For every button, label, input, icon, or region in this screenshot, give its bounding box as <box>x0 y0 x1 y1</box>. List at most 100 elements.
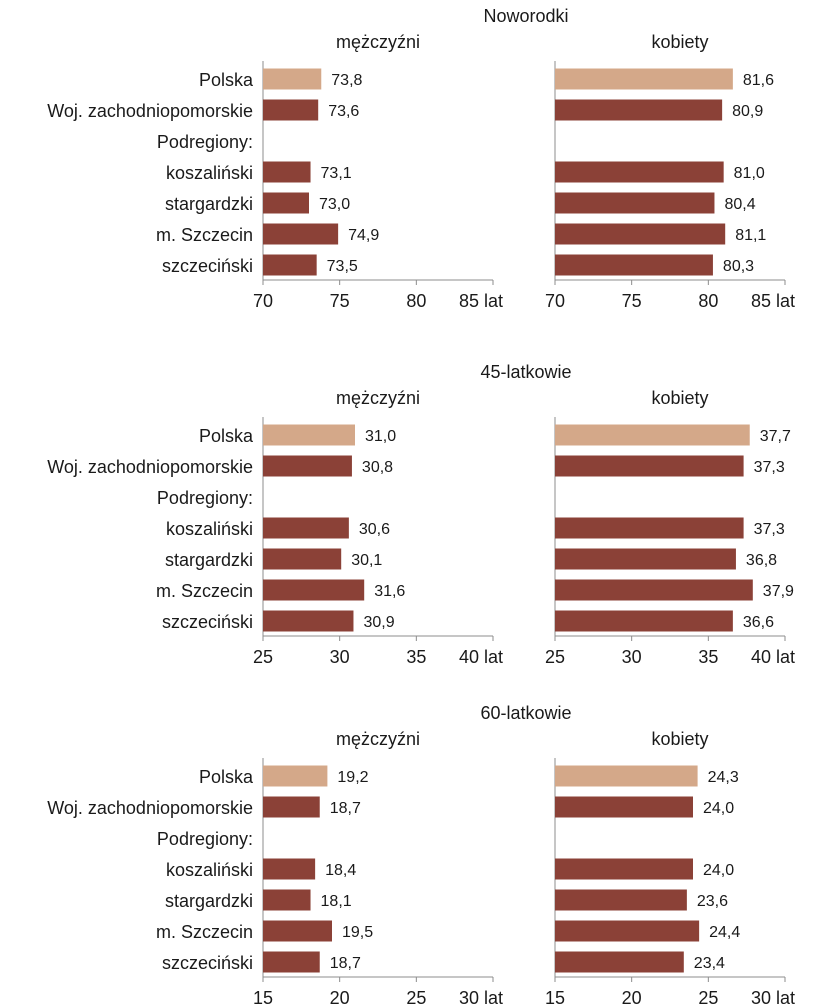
bar-value-label: 74,9 <box>348 227 379 244</box>
bar <box>263 920 332 942</box>
category-label: Podregiony: <box>157 132 253 152</box>
bar-value-label: 23,6 <box>697 893 728 910</box>
x-tick-label: 80 <box>698 291 718 311</box>
x-tick-label: 15 <box>545 988 565 1008</box>
bar <box>555 455 744 477</box>
category-label: Woj. zachodniopomorskie <box>47 101 253 121</box>
bar-value-label: 37,7 <box>760 428 791 445</box>
bar <box>555 796 693 818</box>
bar-value-label: 80,4 <box>724 196 755 213</box>
x-tick-label: 35 <box>406 647 426 667</box>
bar <box>555 858 693 880</box>
bar <box>263 424 355 446</box>
category-label: m. Szczecin <box>156 922 253 942</box>
panel-title: mężczyźni <box>336 388 420 408</box>
x-tick-label: 75 <box>330 291 350 311</box>
bar <box>555 765 698 787</box>
category-label: koszaliński <box>166 163 253 183</box>
panel-women: kobiety 25 30 35 40 lat 37,7 37,3 37,3 36,8 37,9 3… <box>545 388 795 667</box>
bar-value-label: 37,9 <box>763 583 794 600</box>
bar <box>263 765 328 787</box>
panel-title: kobiety <box>651 729 708 749</box>
bar-value-label: 36,8 <box>746 552 777 569</box>
category-label: m. Szczecin <box>156 581 253 601</box>
panel-title: kobiety <box>651 388 708 408</box>
category-label: stargardzki <box>165 194 253 214</box>
category-label: stargardzki <box>165 550 253 570</box>
x-tick-label: 30 lat <box>459 988 503 1008</box>
bar-value-label: 31,0 <box>365 428 396 445</box>
x-tick-label: 30 <box>622 647 642 667</box>
bar-value-label: 36,6 <box>743 614 774 631</box>
panel-title: mężczyźni <box>336 32 420 52</box>
group-title: 60-latkowie <box>480 703 571 723</box>
panel-men: mężczyźni 25 30 35 40 lat 31,0 30,8 30,6 30,1 31,… <box>253 388 503 667</box>
bar <box>263 548 342 570</box>
bar-value-label: 18,7 <box>330 800 361 817</box>
bar-value-label: 73,1 <box>321 165 352 182</box>
category-label: szczeciński <box>162 256 253 276</box>
bar <box>555 517 744 539</box>
bar-value-label: 81,1 <box>735 227 766 244</box>
bar-value-label: 24,3 <box>708 769 739 786</box>
bar <box>555 254 713 276</box>
category-label: Podregiony: <box>157 488 253 508</box>
bar-value-label: 24,0 <box>703 800 734 817</box>
category-label: koszaliński <box>166 860 253 880</box>
bar-value-label: 30,8 <box>362 459 393 476</box>
panel-title: mężczyźni <box>336 729 420 749</box>
x-tick-label: 85 lat <box>459 291 503 311</box>
chart-group-1: Noworodki Polska Woj. zachodniopomorskie Po… <box>47 6 795 311</box>
bar <box>263 68 322 90</box>
bar <box>263 192 309 214</box>
bar <box>263 858 316 880</box>
category-label: Polska <box>199 70 254 90</box>
x-tick-label: 70 <box>253 291 273 311</box>
x-tick-label: 25 <box>406 988 426 1008</box>
bar <box>263 889 311 911</box>
x-tick-label: 25 <box>253 647 273 667</box>
bar-value-label: 73,0 <box>319 196 350 213</box>
bar-value-label: 31,6 <box>374 583 405 600</box>
bar-value-label: 73,8 <box>331 72 362 89</box>
bar-value-label: 19,5 <box>342 924 373 941</box>
category-label: Woj. zachodniopomorskie <box>47 457 253 477</box>
x-tick-label: 80 <box>406 291 426 311</box>
panel-men: mężczyźni 15 20 25 30 lat 19,2 18,7 18,4 18,1 19,… <box>253 729 503 1008</box>
bar <box>263 223 339 245</box>
bar-value-label: 81,0 <box>734 165 765 182</box>
bar <box>555 192 715 214</box>
x-tick-label: 75 <box>622 291 642 311</box>
bar-value-label: 18,1 <box>321 893 352 910</box>
x-tick-label: 20 <box>622 988 642 1008</box>
panel-women: kobiety 70 75 80 85 lat 81,6 80,9 81,0 80,4 81,1 8… <box>545 32 795 311</box>
bar-value-label: 30,6 <box>359 521 390 538</box>
x-tick-label: 40 lat <box>751 647 795 667</box>
category-label: m. Szczecin <box>156 225 253 245</box>
chart-group-2: 45-latkowie Polska Woj. zachodniopomorskie… <box>47 362 795 667</box>
bar-value-label: 81,6 <box>743 72 774 89</box>
bar <box>555 579 753 601</box>
category-label: szczeciński <box>162 953 253 973</box>
bar <box>555 99 723 121</box>
bar-value-label: 24,4 <box>709 924 740 941</box>
bar <box>555 610 733 632</box>
category-label: Woj. zachodniopomorskie <box>47 798 253 818</box>
bar <box>263 455 352 477</box>
bar-value-label: 24,0 <box>703 862 734 879</box>
x-tick-label: 40 lat <box>459 647 503 667</box>
bar <box>555 951 684 973</box>
bar-value-label: 23,4 <box>694 955 725 972</box>
x-tick-label: 30 <box>330 647 350 667</box>
bar <box>555 223 726 245</box>
bar <box>263 254 317 276</box>
panel-men: mężczyźni 70 75 80 85 lat 73,8 73,6 73,1 73,0 74,… <box>253 32 503 311</box>
x-tick-label: 30 lat <box>751 988 795 1008</box>
bar-value-label: 18,4 <box>325 862 356 879</box>
bar <box>555 424 750 446</box>
bar-value-label: 30,9 <box>363 614 394 631</box>
category-label: Polska <box>199 767 254 787</box>
bar-value-label: 80,3 <box>723 258 754 275</box>
bar-value-label: 73,5 <box>327 258 358 275</box>
x-tick-label: 25 <box>545 647 565 667</box>
